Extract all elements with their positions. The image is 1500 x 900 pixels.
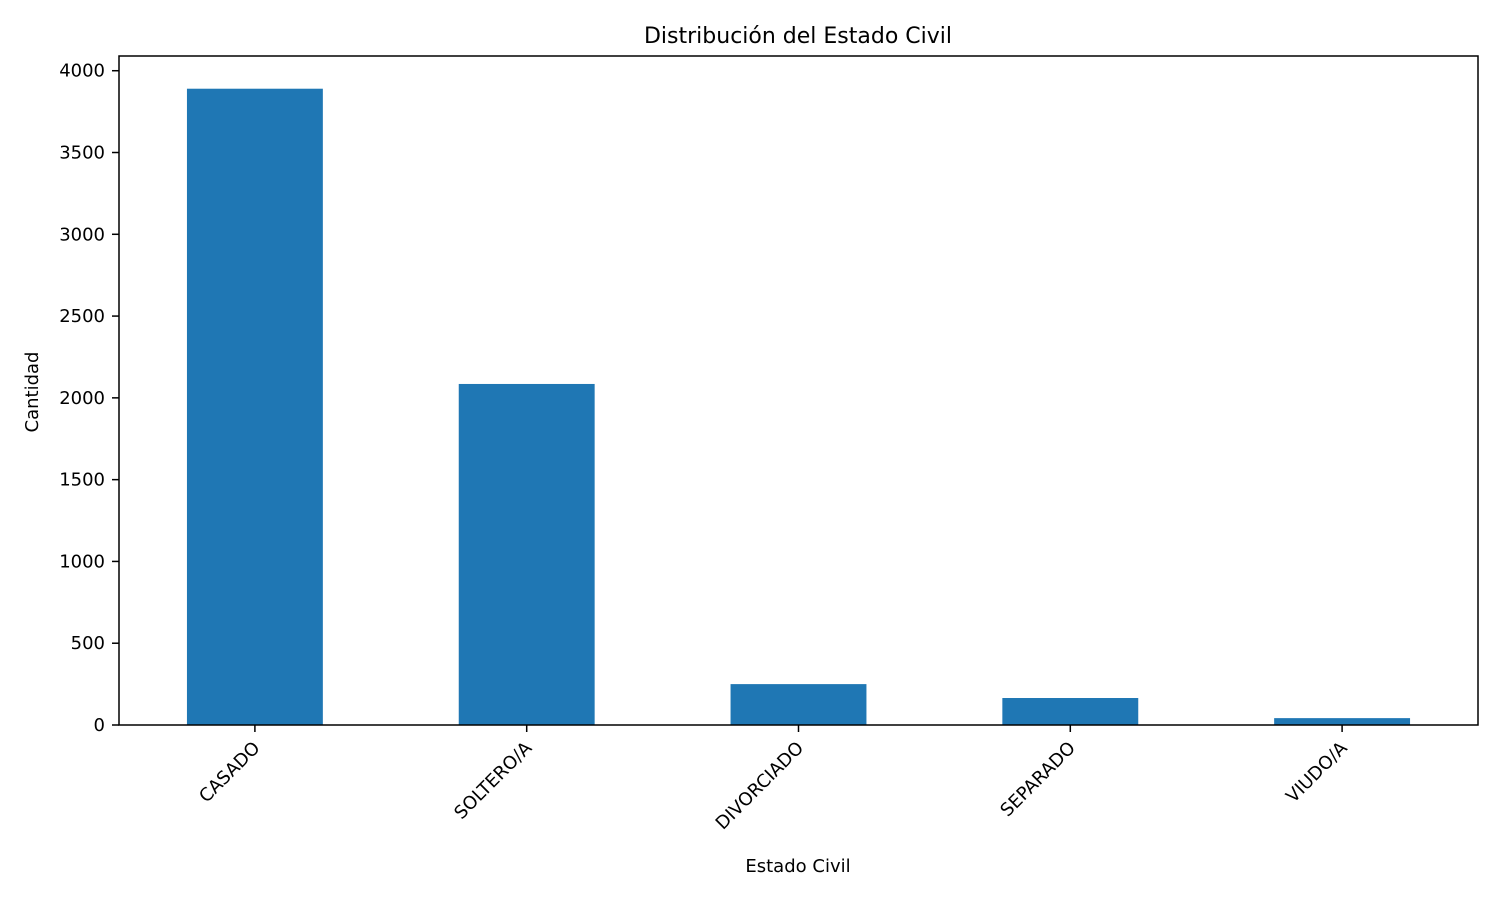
y-tick-label: 500 [71,633,105,654]
y-tick-label: 3500 [59,143,105,164]
plot-frame [118,55,1479,726]
x-axis-label: Estado Civil [745,856,850,877]
bar-soltero-a [458,383,595,725]
y-tick-label: 3000 [59,224,105,245]
bar-separado [1002,698,1139,725]
bar-divorciado [730,684,867,725]
x-tick-label: CASADO [195,738,264,807]
x-tick-label: VIUDO/A [1282,737,1352,807]
y-tick-label: 2500 [59,306,105,327]
y-axis-label: Cantidad [22,352,43,433]
x-tick-label: SEPARADO [996,738,1079,821]
y-tick-label: 2000 [59,388,105,409]
y-tick-label: 4000 [59,61,105,82]
x-tick-label: SOLTERO/A [450,737,536,823]
x-tick-label: DIVORCIADO [712,738,808,834]
bar-casado [186,88,323,725]
y-tick-label: 0 [94,715,105,736]
chart-title: Distribución del Estado Civil [644,24,952,49]
y-tick-label: 1000 [59,551,105,572]
bar-viudo-a [1274,718,1411,725]
plot-area: CASADO SOLTERO/A DIVORCIADO SEPARADO VIUDO/A… [59,61,1411,834]
y-tick-label: 1500 [59,470,105,491]
